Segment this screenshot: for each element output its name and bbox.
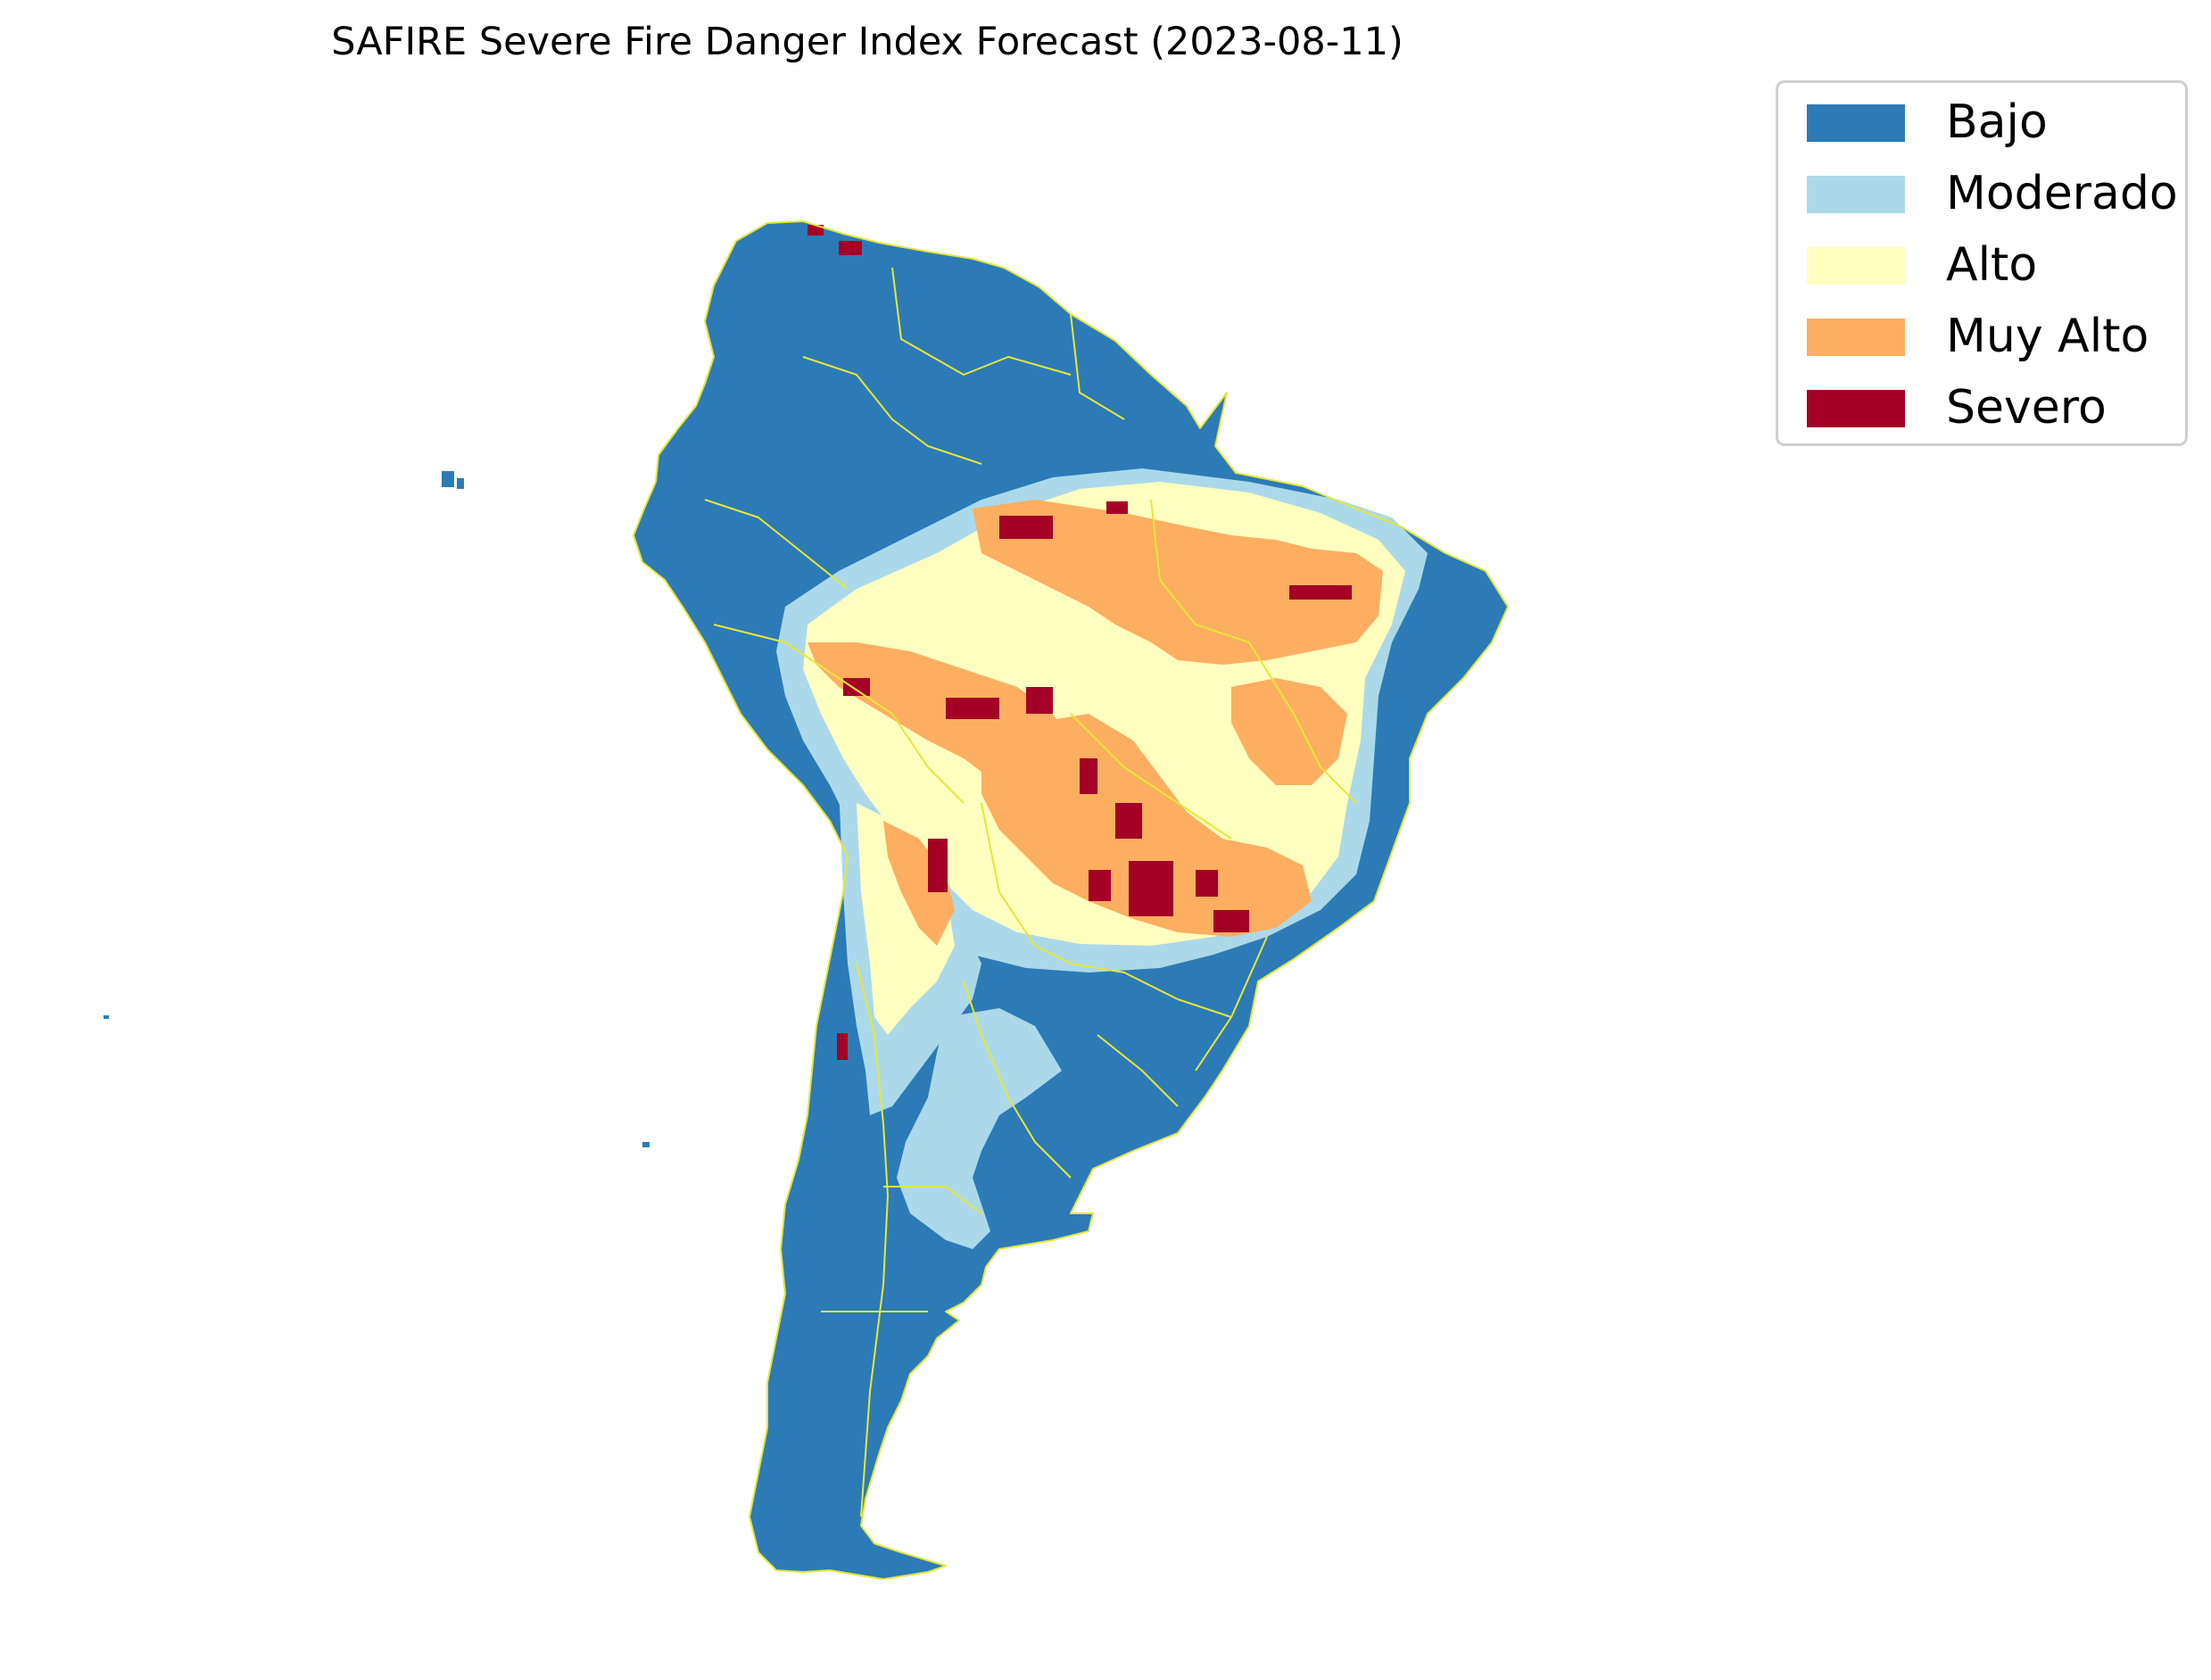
boundary-line xyxy=(802,356,982,465)
boundary-line xyxy=(1195,936,1268,1072)
legend-swatch-muy-alto xyxy=(1807,319,1905,356)
legend: Bajo Moderado Alto Muy Alto Severo xyxy=(1776,80,2188,446)
boundary-line xyxy=(856,963,889,1518)
boundary-line xyxy=(1248,641,1357,804)
severo-hotspot xyxy=(1106,501,1128,514)
severo-hotspot xyxy=(1115,803,1142,839)
islands xyxy=(104,471,650,1147)
boundary-line xyxy=(713,624,965,804)
legend-label-moderado: Moderado xyxy=(1946,167,2178,220)
boundary-line xyxy=(1150,499,1250,643)
boundary-line xyxy=(1070,313,1125,420)
boundary-line xyxy=(883,1186,982,1214)
legend-swatch-moderado xyxy=(1807,176,1905,213)
boundary-line xyxy=(1070,713,1232,840)
legend-swatch-severo xyxy=(1807,390,1905,427)
legend-item-moderado: Moderado xyxy=(1794,165,2178,224)
muy-alto-andes-region xyxy=(883,821,955,946)
boundary-line xyxy=(633,220,1509,1580)
boundary-line xyxy=(981,802,1072,964)
boundary-line xyxy=(1097,1034,1179,1107)
muy-alto-central-region xyxy=(981,714,1312,937)
chart-title: SAFIRE Severe Fire Danger Index Forecast… xyxy=(331,20,1404,64)
moderado-pampa-region xyxy=(897,1008,1062,1249)
legend-item-severo: Severo xyxy=(1794,379,2178,438)
boundary-line xyxy=(963,981,1072,1179)
severo-hotspot xyxy=(1196,870,1218,897)
severo-hotspot xyxy=(946,698,999,719)
severo-hotspot xyxy=(1129,861,1173,916)
boundary-line xyxy=(704,499,849,590)
galapagos-island xyxy=(457,478,464,489)
boundary-line xyxy=(891,267,1072,376)
severo-hotspot xyxy=(928,839,948,892)
legend-label-alto: Alto xyxy=(1946,238,2038,292)
severo-hotspot xyxy=(807,225,824,236)
severo-hotspot xyxy=(843,678,870,696)
muy-alto-north-region xyxy=(973,500,1383,665)
severo-hotspot xyxy=(837,1033,848,1060)
severo-hotspot xyxy=(1289,585,1352,600)
muy-alto-east-region xyxy=(1231,678,1347,785)
severo-hotspot xyxy=(1080,758,1097,794)
galapagos-island xyxy=(442,471,454,487)
admin-boundaries xyxy=(633,220,1509,1580)
legend-swatch-alto xyxy=(1807,247,1905,285)
severo-hotspot xyxy=(839,241,862,255)
severo-hotspot xyxy=(1089,870,1111,901)
severo-hotspot xyxy=(1026,687,1053,714)
legend-label-severo: Severo xyxy=(1946,381,2107,434)
legend-label-muy-alto: Muy Alto xyxy=(1946,310,2149,363)
legend-swatch-bajo xyxy=(1807,104,1905,142)
legend-label-bajo: Bajo xyxy=(1946,95,2048,149)
severo-hotspot xyxy=(999,516,1053,539)
island xyxy=(104,1015,109,1019)
legend-item-alto: Alto xyxy=(1794,236,2178,295)
legend-item-bajo: Bajo xyxy=(1794,94,2178,153)
severo-hotspot xyxy=(1213,910,1249,932)
boundary-line xyxy=(1070,963,1232,1018)
island xyxy=(642,1142,650,1147)
severo-hotspots xyxy=(807,225,1352,1060)
legend-item-muy-alto: Muy Alto xyxy=(1794,308,2178,367)
